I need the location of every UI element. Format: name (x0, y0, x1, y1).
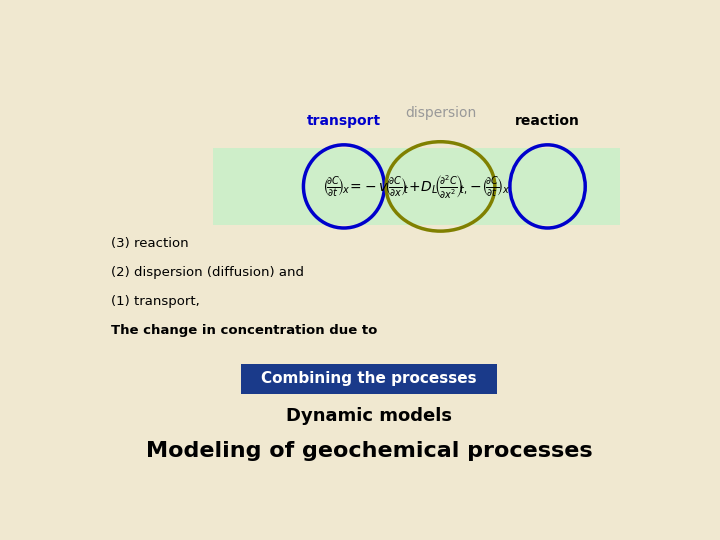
Text: reaction: reaction (515, 114, 580, 128)
Text: Dynamic models: Dynamic models (286, 407, 452, 425)
FancyBboxPatch shape (213, 148, 620, 225)
Text: Modeling of geochemical processes: Modeling of geochemical processes (145, 442, 593, 462)
Text: Combining the processes: Combining the processes (261, 371, 477, 386)
Text: $\left(\!\frac{\partial C}{\partial t}\!\right)_{\!x}\!=\! -v\!\left(\!\frac{\pa: $\left(\!\frac{\partial C}{\partial t}\!… (323, 173, 510, 200)
Text: (1) transport,: (1) transport, (111, 295, 200, 308)
FancyBboxPatch shape (240, 364, 498, 394)
Text: dispersion: dispersion (405, 106, 476, 120)
Text: transport: transport (307, 114, 381, 128)
Text: (3) reaction: (3) reaction (111, 237, 189, 250)
Text: (2) dispersion (diffusion) and: (2) dispersion (diffusion) and (111, 266, 305, 279)
Text: The change in concentration due to: The change in concentration due to (111, 325, 377, 338)
